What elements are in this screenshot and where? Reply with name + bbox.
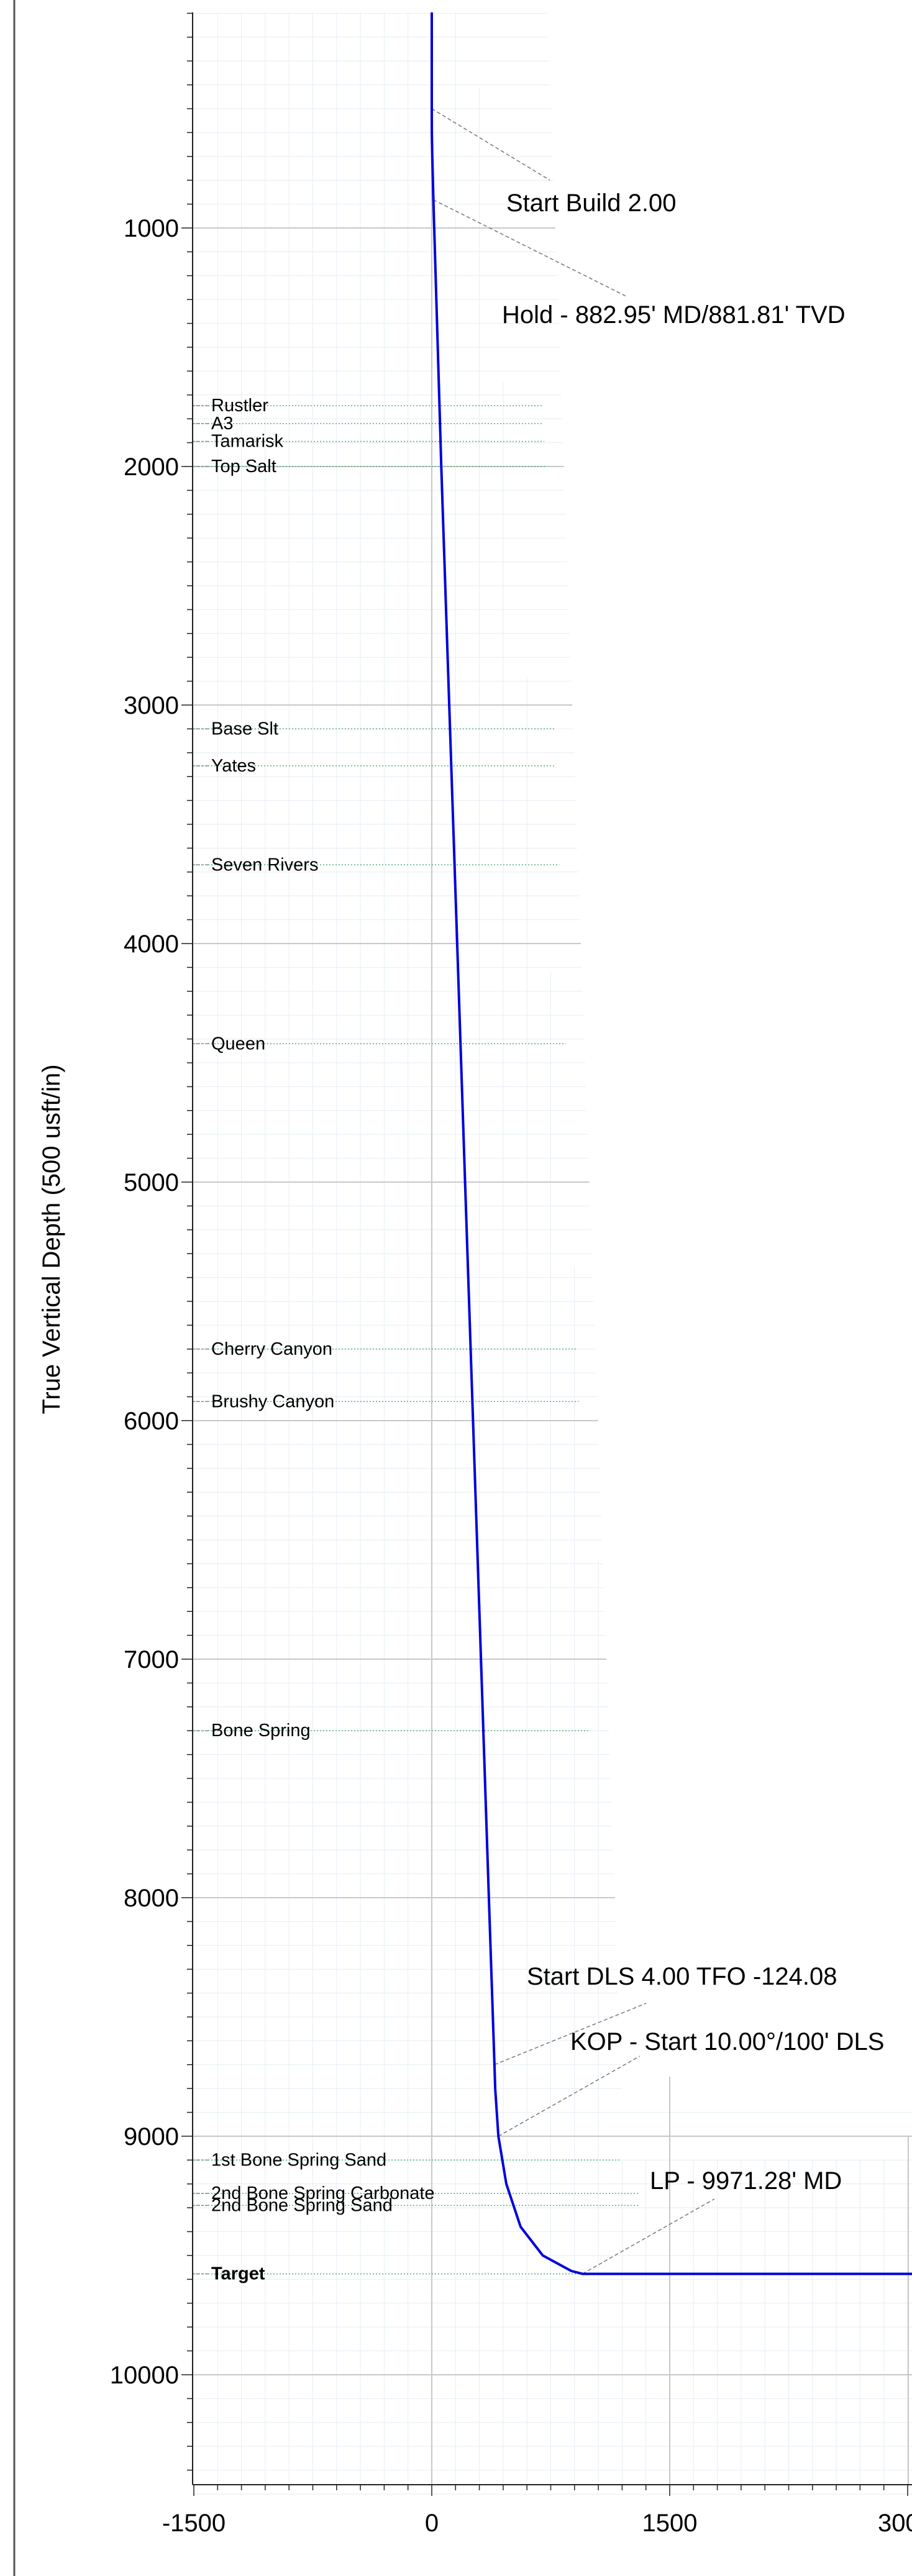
- annotations: Start Build 2.00 Hold - 882.95' MD/881.81…: [502, 189, 884, 2195]
- y-tick-label: 6000: [124, 1408, 179, 1435]
- annotation-leader: [431, 108, 550, 181]
- x-axis: -1500 0 1500 300: [162, 2484, 912, 2537]
- y-tick-label: 9000: [124, 2123, 179, 2150]
- annotation-label: Start Build 2.00: [506, 189, 677, 217]
- x-tick-label: -1500: [162, 2510, 226, 2537]
- annotation-leader: [433, 199, 628, 298]
- x-tick-label: 0: [425, 2510, 439, 2537]
- y-tick-label: 4000: [124, 931, 179, 958]
- formation-label: 2nd Bone Spring Sand: [211, 2195, 393, 2215]
- annotation-label: Start DLS 4.00 TFO -124.08: [527, 1963, 837, 1990]
- formation-label: A3: [211, 414, 233, 434]
- well-path: [431, 12, 912, 2275]
- y-tick-label: 1000: [124, 215, 179, 242]
- y-axis-label: True Vertical Depth (500 usft/in): [38, 1064, 65, 1414]
- y-tick-label: 10000: [110, 2362, 179, 2389]
- formation-label: 1st Bone Spring Sand: [211, 2150, 386, 2170]
- y-tick-label: 5000: [124, 1169, 179, 1196]
- y-tick-label: 7000: [124, 1646, 179, 1673]
- formation-label: Seven Rivers: [211, 855, 318, 875]
- y-tick-label: 3000: [124, 692, 179, 719]
- annotation-leaders: [431, 108, 715, 2275]
- formation-label: Rustler: [211, 396, 268, 416]
- formation-label: Queen: [211, 1034, 265, 1054]
- formation-label: Cherry Canyon: [211, 1339, 332, 1359]
- major-grid: [193, 12, 912, 2485]
- x-tick-label: 300: [878, 2510, 912, 2537]
- formation-label: Top Salt: [211, 457, 276, 476]
- annotation-leader: [498, 2055, 641, 2137]
- well-path-line: [431, 12, 912, 2275]
- formation-label: Tamarisk: [211, 432, 284, 452]
- formation-label: Bone Spring: [211, 1721, 311, 1741]
- annotation-label: LP - 9971.28' MD: [650, 2167, 842, 2195]
- annotation-label: KOP - Start 10.00°/100' DLS: [570, 2028, 884, 2055]
- annotation-label: Hold - 882.95' MD/881.81' TVD: [502, 301, 846, 329]
- formation-label: Target: [211, 2264, 265, 2284]
- formation-label: Brushy Canyon: [211, 1391, 334, 1411]
- y-tick-label: 2000: [124, 453, 179, 481]
- y-axis: 1000 2000 3000 4000 5000 6000 7000 8000 9000 1000…: [110, 12, 193, 2485]
- x-tick-label: 1500: [642, 2510, 698, 2537]
- formation-label: Yates: [211, 756, 256, 776]
- annotation-leader: [494, 2003, 647, 2065]
- annotation-leader: [582, 2198, 715, 2275]
- formation-label: 2nd Bone Spring Carbonate: [211, 2183, 435, 2203]
- formation-label: Base Slt: [211, 719, 278, 739]
- y-tick-label: 8000: [124, 1885, 179, 1912]
